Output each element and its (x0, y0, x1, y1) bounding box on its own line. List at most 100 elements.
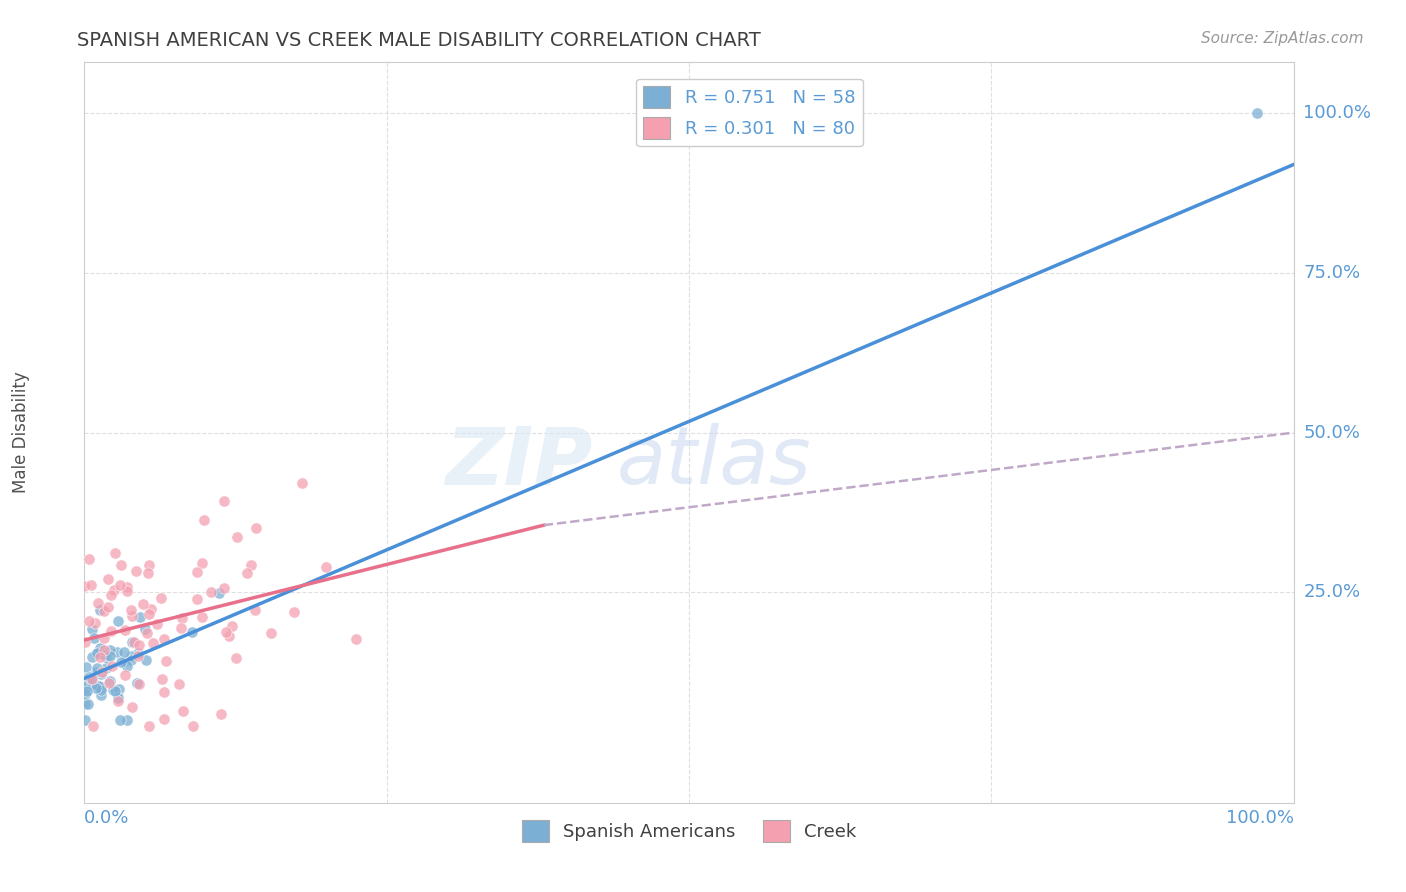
Point (172, 704, 194, 718)
Point (77, 697, 100, 711)
Point (226, 530, 249, 544)
Point (97, 599, 120, 614)
Point (120, 653, 142, 667)
Point (127, 646, 149, 660)
Point (75, 687, 97, 701)
Point (108, 578, 131, 592)
Point (89, 680, 111, 694)
Point (122, 635, 145, 649)
Point (150, 591, 173, 606)
Point (76, 684, 98, 698)
Point (84, 665, 107, 679)
Point (193, 513, 215, 527)
Point (180, 624, 202, 639)
Point (114, 623, 136, 637)
Point (142, 636, 165, 650)
Point (239, 558, 262, 572)
Point (90, 683, 112, 698)
Point (121, 609, 143, 624)
Point (135, 653, 157, 667)
Point (136, 625, 159, 640)
Text: ZIP: ZIP (444, 423, 592, 501)
Text: 100.0%: 100.0% (1303, 104, 1371, 122)
Text: 25.0%: 25.0% (1303, 583, 1361, 601)
Point (105, 645, 128, 659)
Point (75, 697, 97, 711)
Point (89, 603, 111, 617)
Point (98, 673, 121, 688)
Point (117, 713, 139, 727)
Point (87, 680, 110, 694)
Legend: Spanish Americans, Creek: Spanish Americans, Creek (515, 813, 863, 849)
Point (82, 677, 104, 691)
Point (134, 623, 156, 637)
Point (77, 670, 100, 684)
Point (84, 648, 107, 662)
Point (98, 649, 121, 664)
Point (98, 643, 121, 657)
Point (87, 596, 110, 610)
Point (128, 609, 150, 624)
Point (200, 585, 222, 599)
Point (104, 546, 127, 560)
Point (93, 631, 115, 645)
Point (114, 667, 136, 681)
Point (82, 719, 104, 733)
Point (86, 646, 108, 660)
Point (77, 614, 100, 628)
Point (191, 610, 214, 624)
Point (100, 624, 122, 638)
Point (79, 552, 101, 566)
Point (115, 580, 138, 594)
Point (218, 629, 240, 643)
Point (128, 676, 150, 690)
Point (103, 583, 125, 598)
Point (208, 586, 231, 600)
Point (155, 654, 177, 668)
Point (104, 683, 127, 698)
Point (120, 649, 142, 664)
Point (260, 626, 283, 640)
Point (100, 588, 122, 602)
Point (90, 666, 112, 681)
Point (93, 643, 115, 657)
Point (80, 673, 103, 687)
Text: atlas: atlas (616, 423, 811, 501)
Point (79, 578, 101, 592)
Point (221, 618, 243, 632)
Point (82, 673, 104, 687)
Point (94, 648, 117, 663)
Point (89, 641, 111, 656)
Point (90, 688, 112, 702)
Point (146, 617, 169, 632)
Point (243, 603, 266, 617)
Point (107, 690, 129, 704)
Point (138, 607, 160, 621)
Point (344, 632, 367, 647)
Point (150, 672, 173, 686)
Point (84, 681, 107, 695)
Point (94, 661, 117, 675)
Point (107, 694, 129, 708)
Point (75, 713, 97, 727)
Point (153, 632, 176, 646)
Point (101, 658, 124, 673)
Point (291, 476, 314, 491)
Point (93, 604, 115, 618)
Text: 75.0%: 75.0% (1303, 264, 1361, 282)
Point (214, 494, 236, 508)
Text: 50.0%: 50.0% (1303, 424, 1360, 442)
Point (138, 558, 160, 573)
Point (91, 665, 114, 679)
Point (114, 654, 136, 668)
Point (181, 719, 204, 733)
Point (315, 560, 337, 574)
Text: 0.0%: 0.0% (84, 809, 129, 827)
Point (153, 684, 176, 698)
Point (138, 719, 160, 733)
Point (127, 649, 149, 664)
Point (98, 676, 121, 690)
Point (110, 656, 132, 670)
Text: Source: ZipAtlas.com: Source: ZipAtlas.com (1201, 31, 1364, 46)
Point (75, 679, 97, 693)
